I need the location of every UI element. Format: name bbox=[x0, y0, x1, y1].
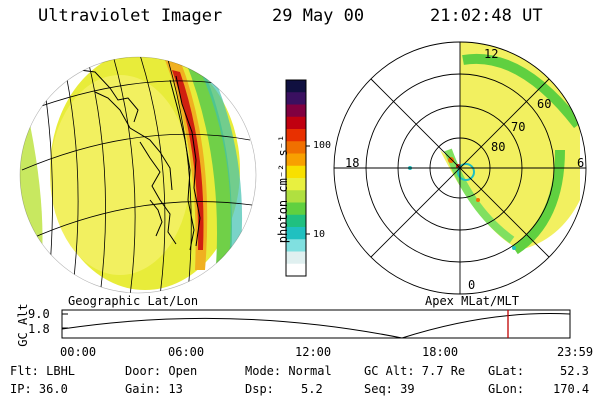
colorbar-stripe bbox=[286, 165, 306, 179]
instrument-title: Ultraviolet Imager bbox=[38, 6, 223, 26]
timeline-xtick-1800: 18:00 bbox=[422, 345, 459, 359]
seq-value: Seq: 39 bbox=[364, 382, 415, 396]
colorbar-stripe bbox=[286, 153, 306, 167]
timeline-xtick-1200: 12:00 bbox=[295, 345, 332, 359]
timeline-xtick-2359: 23:59 bbox=[557, 345, 594, 359]
mlat-label-70: 70 bbox=[511, 120, 526, 134]
colorbar-stripe bbox=[286, 104, 306, 118]
door-status: Door: Open bbox=[125, 364, 198, 378]
colorbar-stripe bbox=[286, 80, 306, 93]
colorbar-stripe bbox=[286, 178, 306, 191]
colorbar-frame bbox=[285, 79, 307, 277]
colorbar bbox=[285, 79, 310, 277]
timeline-ytick-top: 9.0 bbox=[28, 307, 50, 321]
colorbar-stripe bbox=[286, 190, 306, 203]
mlt-label-18: 18 bbox=[345, 156, 360, 170]
dsp-value: 5.2 bbox=[301, 382, 323, 396]
mlt-label-6: 6 bbox=[577, 156, 585, 170]
colorbar-stripe bbox=[286, 251, 306, 265]
mlt-label-0: 0 bbox=[468, 278, 476, 292]
gc-alt-value: GC Alt: 7.7 Re bbox=[364, 364, 466, 378]
mlt-label-12: 12 bbox=[484, 47, 499, 61]
colorbar-stripe bbox=[286, 129, 306, 142]
time-label: 21:02:48 UT bbox=[430, 6, 543, 26]
glat-label: GLat: bbox=[488, 364, 525, 378]
colorbar-stripe bbox=[286, 227, 306, 240]
colorbar-tick-100: 100 bbox=[313, 140, 332, 151]
altitude-curve bbox=[61, 313, 571, 339]
polar-plot bbox=[333, 41, 587, 295]
colorbar-stripe bbox=[286, 202, 306, 216]
colorbar-stripe bbox=[286, 92, 306, 105]
mlat-label-60: 60 bbox=[537, 97, 552, 111]
dsp-label: Dsp: bbox=[245, 382, 274, 396]
gain-value: Gain: 13 bbox=[125, 382, 183, 396]
glat-value: 52.3 bbox=[560, 364, 589, 378]
colorbar-stripe bbox=[286, 141, 306, 154]
timeline-plot bbox=[61, 309, 571, 339]
filter-value: Flt: LBHL bbox=[10, 364, 76, 378]
glon-value: 170.4 bbox=[553, 382, 590, 396]
colorbar-stripe bbox=[286, 214, 306, 228]
timeline-ytick-bottom: 1.8 bbox=[28, 322, 50, 336]
mlat-label-80: 80 bbox=[491, 140, 506, 154]
colorbar-tick-10: 10 bbox=[313, 229, 326, 240]
colorbar-stripe bbox=[286, 116, 306, 130]
timeline-xtick-0000: 00:00 bbox=[60, 345, 97, 359]
glon-label: GLon: bbox=[488, 382, 525, 396]
polar-caption: Apex MLat/MLT bbox=[425, 294, 519, 308]
globe-image bbox=[19, 56, 257, 294]
date-label: 29 May 00 bbox=[272, 6, 365, 26]
timeline-xtick-0600: 06:00 bbox=[168, 345, 205, 359]
ip-value: IP: 36.0 bbox=[10, 382, 68, 396]
mode-value: Mode: Normal bbox=[245, 364, 332, 378]
globe-caption: Geographic Lat/Lon bbox=[68, 294, 199, 308]
colorbar-stripe bbox=[286, 239, 306, 252]
colorbar-unit-label: photon cm⁻² s⁻¹ bbox=[276, 134, 290, 244]
colorbar-stripe bbox=[286, 263, 306, 277]
